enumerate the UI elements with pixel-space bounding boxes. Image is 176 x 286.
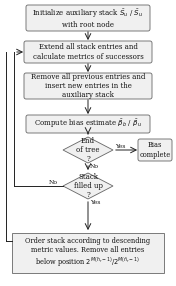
FancyBboxPatch shape bbox=[26, 5, 150, 31]
Text: Extend all stack entries and
calculate metrics of successors: Extend all stack entries and calculate m… bbox=[33, 43, 143, 61]
Text: Bias
complete: Bias complete bbox=[139, 141, 171, 159]
Text: No: No bbox=[49, 180, 58, 186]
Polygon shape bbox=[63, 173, 113, 199]
FancyBboxPatch shape bbox=[26, 115, 150, 133]
Bar bbox=[12, 233, 164, 273]
Text: End
of tree
?: End of tree ? bbox=[76, 137, 100, 163]
Polygon shape bbox=[63, 137, 113, 163]
Text: Remove all previous entries and
insert new entries in the
auxiliary stack: Remove all previous entries and insert n… bbox=[31, 73, 145, 99]
Text: Yes: Yes bbox=[115, 144, 125, 150]
Text: No: No bbox=[90, 164, 99, 170]
Text: Compute bias estimate $\bar{\beta}_b$ / $\bar{\beta}_u$: Compute bias estimate $\bar{\beta}_b$ / … bbox=[34, 118, 142, 130]
Text: Stack
filled up
?: Stack filled up ? bbox=[74, 173, 102, 199]
FancyBboxPatch shape bbox=[138, 139, 172, 161]
Text: Order stack according to descending
metric values. Remove all entries
below posi: Order stack according to descending metr… bbox=[26, 237, 150, 269]
FancyBboxPatch shape bbox=[24, 73, 152, 99]
FancyBboxPatch shape bbox=[24, 41, 152, 63]
Text: Yes: Yes bbox=[90, 200, 100, 206]
Text: Initialize auxiliary stack $\bar{S}_u$ / $\bar{S}_u$
with root node: Initialize auxiliary stack $\bar{S}_u$ /… bbox=[32, 7, 144, 29]
